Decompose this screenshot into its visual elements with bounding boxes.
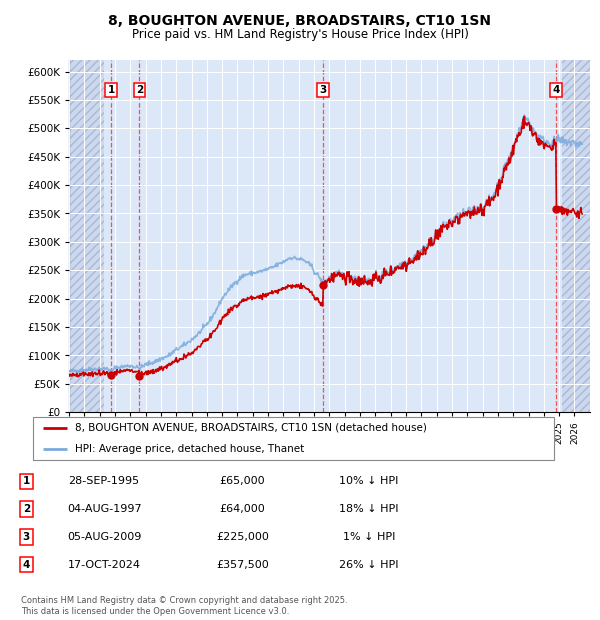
Text: 05-AUG-2009: 05-AUG-2009 xyxy=(67,532,142,542)
Text: 2: 2 xyxy=(136,85,143,95)
Text: £65,000: £65,000 xyxy=(220,476,265,486)
Text: 1: 1 xyxy=(107,85,115,95)
Text: 1: 1 xyxy=(23,476,30,486)
Text: 10% ↓ HPI: 10% ↓ HPI xyxy=(340,476,399,486)
Bar xyxy=(69,60,104,412)
Text: 8, BOUGHTON AVENUE, BROADSTAIRS, CT10 1SN (detached house): 8, BOUGHTON AVENUE, BROADSTAIRS, CT10 1S… xyxy=(75,423,427,433)
Text: 4: 4 xyxy=(23,560,30,570)
Text: 04-AUG-1997: 04-AUG-1997 xyxy=(67,504,142,514)
Text: 3: 3 xyxy=(319,85,327,95)
Text: 26% ↓ HPI: 26% ↓ HPI xyxy=(340,560,399,570)
Text: Contains HM Land Registry data © Crown copyright and database right 2025.
This d: Contains HM Land Registry data © Crown c… xyxy=(21,596,347,616)
Text: Price paid vs. HM Land Registry's House Price Index (HPI): Price paid vs. HM Land Registry's House … xyxy=(131,28,469,41)
Text: £357,500: £357,500 xyxy=(216,560,269,570)
Text: 28-SEP-1995: 28-SEP-1995 xyxy=(68,476,140,486)
Text: HPI: Average price, detached house, Thanet: HPI: Average price, detached house, Than… xyxy=(75,444,304,454)
Text: £225,000: £225,000 xyxy=(216,532,269,542)
Text: 4: 4 xyxy=(552,85,560,95)
FancyBboxPatch shape xyxy=(32,417,554,460)
Text: 2: 2 xyxy=(23,504,30,514)
Text: 1% ↓ HPI: 1% ↓ HPI xyxy=(343,532,395,542)
Text: 3: 3 xyxy=(23,532,30,542)
Text: 17-OCT-2024: 17-OCT-2024 xyxy=(68,560,140,570)
Text: 18% ↓ HPI: 18% ↓ HPI xyxy=(340,504,399,514)
Bar xyxy=(562,60,590,412)
Text: 8, BOUGHTON AVENUE, BROADSTAIRS, CT10 1SN: 8, BOUGHTON AVENUE, BROADSTAIRS, CT10 1S… xyxy=(109,14,491,28)
Text: £64,000: £64,000 xyxy=(220,504,265,514)
